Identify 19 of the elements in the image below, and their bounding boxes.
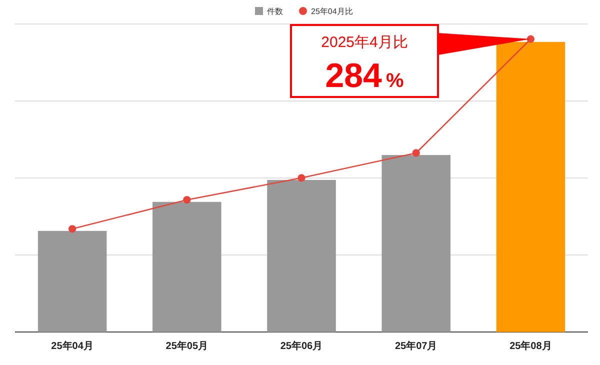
bar bbox=[38, 230, 107, 332]
point bbox=[298, 174, 306, 182]
bar bbox=[267, 180, 336, 332]
x-tick-label: 25年06月 bbox=[280, 340, 323, 352]
x-tick-label: 25年07月 bbox=[394, 340, 438, 352]
point bbox=[68, 225, 76, 233]
bar bbox=[382, 155, 450, 332]
legend-label: 25年04月比 bbox=[311, 7, 353, 16]
bar bbox=[152, 202, 222, 332]
point bbox=[183, 196, 191, 204]
x-tick-label: 25年08月 bbox=[510, 340, 552, 352]
annotation: 2025年4月比 bbox=[321, 34, 408, 51]
x-tick-label: 25年04月 bbox=[51, 340, 94, 352]
annotation: 284% bbox=[325, 57, 404, 95]
bar bbox=[496, 42, 566, 332]
point bbox=[526, 35, 534, 43]
legend-label: 件数 bbox=[267, 7, 283, 16]
x-tick-label: 25年05月 bbox=[166, 340, 208, 352]
point bbox=[412, 149, 420, 157]
